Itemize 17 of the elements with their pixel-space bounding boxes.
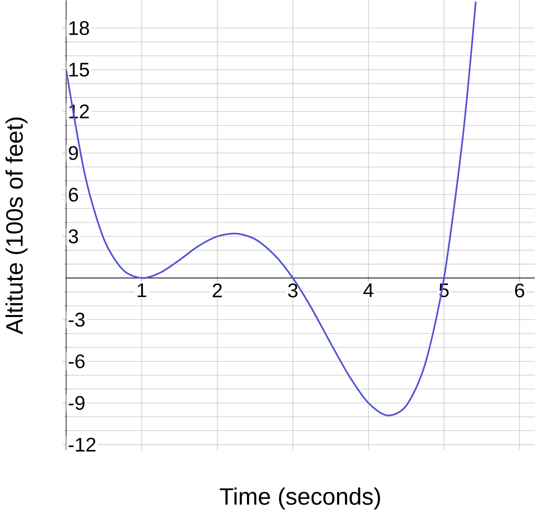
- y-tick-label: -6: [68, 354, 85, 368]
- x-axis-title: Time (seconds): [220, 487, 380, 510]
- y-tick-label: 18: [69, 21, 89, 36]
- x-tick-label: 3: [288, 283, 298, 298]
- x-tick-label: 1: [138, 283, 146, 298]
- x-tick-label: 6: [515, 283, 524, 298]
- y-tick-label: 15: [69, 62, 89, 77]
- y-tick-label: -3: [68, 312, 85, 327]
- x-tick-label: 2: [212, 283, 222, 298]
- y-tick-label: -9: [68, 396, 84, 410]
- y-tick-label: 9: [68, 146, 78, 160]
- y-tick-label: -12: [68, 438, 96, 452]
- x-tick-label: 4: [363, 283, 374, 298]
- y-tick-label: 3: [68, 229, 78, 244]
- y-tick-label: 6: [68, 188, 78, 202]
- line-series: [66, 0, 477, 416]
- y-axis-title: Altitute (100s of feet): [5, 118, 28, 334]
